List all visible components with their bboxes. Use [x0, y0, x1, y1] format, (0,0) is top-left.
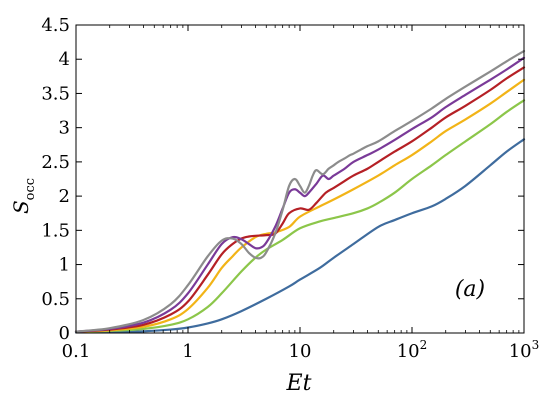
y-axis-label-sub: occ — [23, 178, 38, 200]
y-tick-label: 0 — [59, 323, 70, 344]
y-tick-label: 1 — [59, 255, 70, 276]
series-line-6 — [74, 49, 526, 333]
series-line-1 — [74, 138, 526, 334]
series-line-3 — [74, 78, 526, 333]
tick-layer: 0.1 1 10 102 103 0 0.5 1 1.5 2 2.5 3 3.5 4 4.5 — [41, 15, 539, 362]
x-axis-label: Et — [286, 371, 312, 396]
y-tick-label: 3 — [59, 118, 70, 139]
series-line-2 — [74, 99, 526, 333]
x-tick-label: 102 — [397, 338, 428, 362]
panel-label: (a) — [455, 277, 485, 302]
y-tick-label: 4 — [59, 49, 70, 70]
y-tick-label: 2 — [59, 186, 70, 207]
y-axis-label: Socc — [9, 178, 38, 214]
y-tick-label: 0.5 — [41, 289, 70, 310]
y-tick-label: 4.5 — [41, 15, 70, 36]
x-tick-label: 0.1 — [62, 341, 91, 362]
x-tick-label: 10 — [289, 341, 312, 362]
series-line-4 — [74, 66, 526, 333]
series-line-5 — [74, 56, 526, 333]
x-tick-label: 103 — [509, 338, 540, 362]
y-tick-label: 2.5 — [41, 152, 70, 173]
y-tick-label: 1.5 — [41, 220, 70, 241]
series-layer — [74, 49, 526, 334]
x-tick-label: 1 — [182, 341, 193, 362]
y-tick-label: 3.5 — [41, 83, 70, 104]
y-axis-label-main: S — [9, 200, 33, 214]
